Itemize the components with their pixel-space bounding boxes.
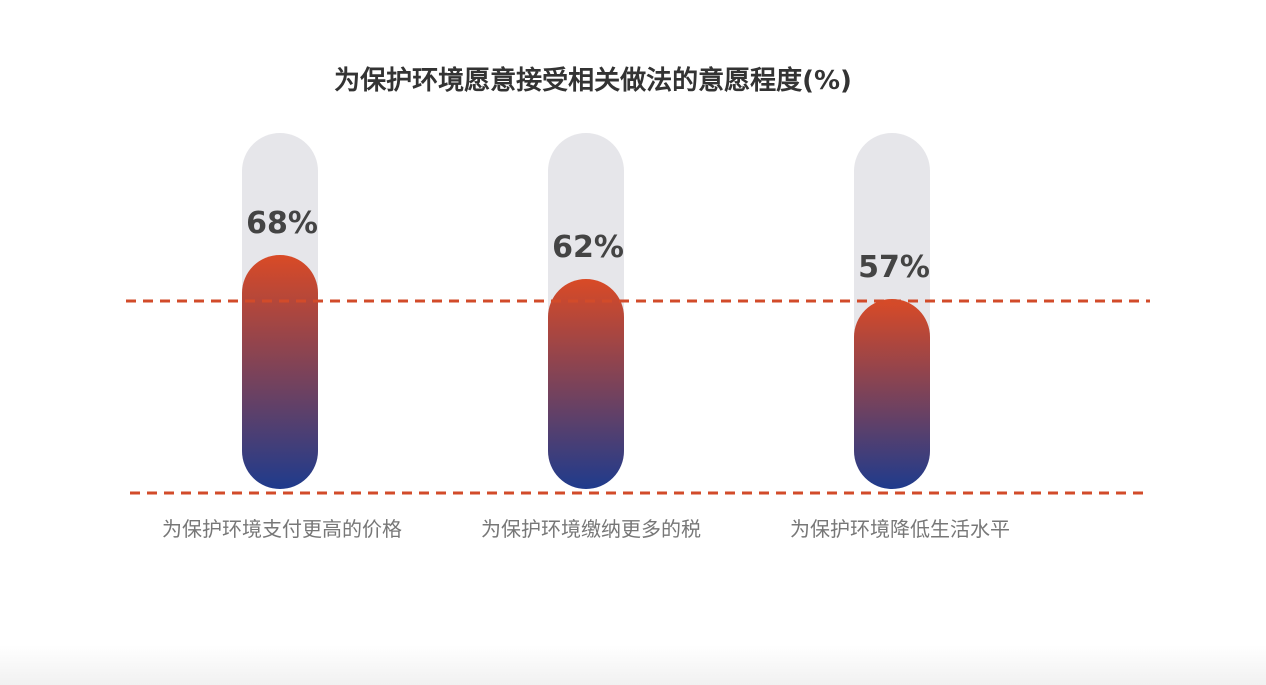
- data-label: 62%: [552, 230, 624, 265]
- category-label: 为保护环境缴纳更多的税: [481, 517, 701, 541]
- bar: [548, 279, 624, 489]
- data-label: 68%: [246, 206, 318, 241]
- bottom-fade: [0, 645, 1266, 685]
- category-label: 为保护环境降低生活水平: [790, 517, 1010, 541]
- bar: [854, 299, 930, 489]
- bar: [242, 255, 318, 489]
- labels-layer: 68% 为保护环境支付更高的价格 62% 为保护环境缴纳更多的税 57% 为保护环境降低生…: [162, 206, 1010, 541]
- data-label: 57%: [858, 250, 930, 285]
- bars-layer: [242, 133, 930, 489]
- chart-title: 为保护环境愿意接受相关做法的意愿程度(%): [334, 65, 852, 96]
- category-label: 为保护环境支付更高的价格: [162, 517, 402, 541]
